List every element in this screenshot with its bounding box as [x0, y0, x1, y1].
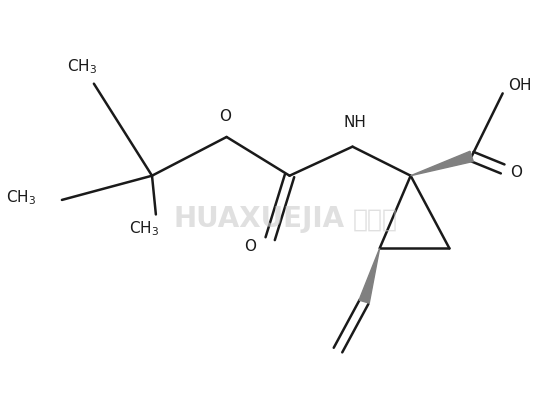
Text: CH$_3$: CH$_3$: [5, 189, 36, 207]
Text: CH$_3$: CH$_3$: [67, 57, 97, 76]
Text: 化学加: 化学加: [353, 207, 398, 231]
Text: O: O: [244, 239, 256, 254]
Text: O: O: [220, 109, 232, 124]
Text: CH$_3$: CH$_3$: [129, 219, 159, 238]
Text: NH: NH: [344, 115, 367, 130]
Text: O: O: [510, 165, 523, 180]
Text: HUAXUEJIA: HUAXUEJIA: [173, 205, 345, 233]
Polygon shape: [411, 151, 473, 176]
Text: OH: OH: [509, 78, 532, 93]
Polygon shape: [359, 248, 379, 303]
